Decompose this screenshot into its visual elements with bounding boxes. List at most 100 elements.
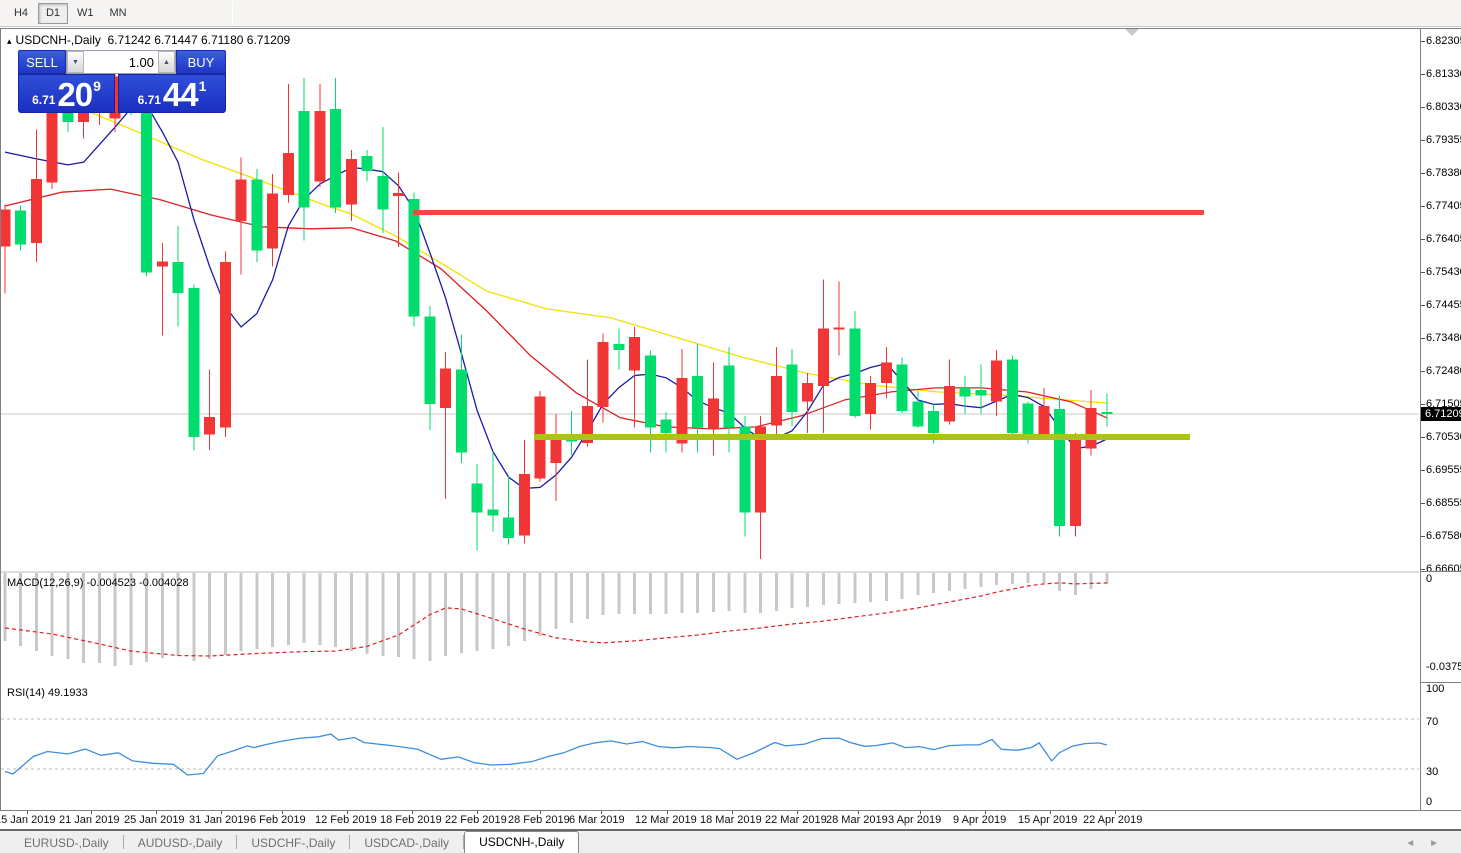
candle[interactable] bbox=[707, 398, 719, 430]
candle[interactable] bbox=[46, 98, 58, 183]
candle[interactable] bbox=[330, 109, 342, 208]
candle[interactable] bbox=[298, 111, 310, 208]
candle[interactable] bbox=[408, 199, 420, 317]
candle[interactable] bbox=[30, 179, 42, 243]
candle[interactable] bbox=[802, 383, 814, 402]
candle[interactable] bbox=[550, 434, 562, 463]
macd-indicator-canvas[interactable] bbox=[1, 571, 1420, 682]
date-axis-tick bbox=[221, 811, 222, 814]
candle[interactable] bbox=[267, 193, 279, 249]
candle[interactable] bbox=[487, 509, 499, 516]
price-chart-canvas[interactable] bbox=[1, 29, 1420, 571]
candle[interactable] bbox=[1006, 359, 1018, 433]
candle[interactable] bbox=[424, 316, 436, 405]
candle[interactable] bbox=[282, 152, 294, 196]
candle[interactable] bbox=[455, 369, 467, 453]
candle[interactable] bbox=[833, 327, 845, 330]
symbol-tab-usdchf[interactable]: USDCHF-,Daily bbox=[251, 836, 336, 850]
candle[interactable] bbox=[188, 288, 200, 437]
candle[interactable] bbox=[770, 375, 782, 426]
symbol-tab-eurusd[interactable]: EURUSD-,Daily bbox=[24, 836, 109, 850]
price-axis[interactable]: 6.71209 6.82305 6.81330 6.80330 6.79355 6.78… bbox=[1420, 29, 1461, 575]
tab-scroll-arrows[interactable]: ◄► bbox=[1405, 838, 1453, 849]
timeframe-button-mn[interactable]: MN bbox=[109, 7, 127, 19]
candle[interactable] bbox=[739, 426, 751, 513]
candle[interactable] bbox=[15, 210, 27, 245]
candle[interactable] bbox=[109, 76, 121, 119]
candle[interactable] bbox=[660, 419, 672, 433]
volume-increase-button[interactable]: ▲ bbox=[158, 51, 175, 73]
candle[interactable] bbox=[849, 328, 861, 417]
chart-window[interactable]: ▴ USDCNH-,Daily 6.71242 6.71447 6.71180 6… bbox=[0, 28, 1461, 811]
candle[interactable] bbox=[613, 343, 625, 351]
candle[interactable] bbox=[156, 261, 168, 267]
candle[interactable] bbox=[865, 383, 877, 415]
price-axis-tick bbox=[1421, 536, 1425, 537]
candle[interactable] bbox=[377, 176, 389, 210]
candle[interactable] bbox=[1022, 403, 1034, 437]
candle[interactable] bbox=[345, 158, 357, 205]
symbol-tab-usdcad[interactable]: USDCAD-,Daily bbox=[364, 836, 450, 850]
chart-title: ▴ USDCNH-,Daily 6.71242 6.71447 6.71180 6… bbox=[7, 33, 290, 47]
candle[interactable] bbox=[1085, 408, 1097, 449]
candle[interactable] bbox=[141, 106, 153, 273]
candle[interactable] bbox=[975, 390, 987, 396]
candle[interactable] bbox=[723, 365, 735, 428]
volume-value[interactable]: 1.00 bbox=[128, 55, 154, 70]
candle[interactable] bbox=[1038, 406, 1050, 437]
candle[interactable] bbox=[503, 517, 515, 539]
candle[interactable] bbox=[1054, 409, 1066, 527]
candle[interactable] bbox=[1101, 412, 1113, 415]
timeframe-button-h4[interactable]: H4 bbox=[13, 7, 29, 19]
candle[interactable] bbox=[896, 364, 908, 412]
candle[interactable] bbox=[959, 388, 971, 397]
timeframe-button-w1[interactable]: W1 bbox=[77, 7, 94, 19]
candle[interactable] bbox=[1069, 440, 1081, 527]
candle[interactable] bbox=[629, 337, 641, 371]
candle[interactable] bbox=[219, 262, 231, 428]
volume-decrease-button[interactable]: ▼ bbox=[67, 51, 84, 73]
timeframe-button-d1[interactable]: D1 bbox=[38, 2, 68, 24]
candle[interactable] bbox=[314, 111, 326, 182]
candle[interactable] bbox=[755, 426, 767, 513]
date-axis-tick bbox=[347, 811, 348, 814]
candle[interactable] bbox=[991, 360, 1003, 402]
candle[interactable] bbox=[440, 368, 452, 409]
candle[interactable] bbox=[676, 378, 688, 444]
candle[interactable] bbox=[471, 483, 483, 513]
candle[interactable] bbox=[78, 105, 90, 122]
candle[interactable] bbox=[204, 417, 216, 435]
date-axis[interactable]: 15 Jan 2019 21 Jan 2019 25 Jan 2019 31 Jan … bbox=[0, 810, 1461, 829]
candle[interactable] bbox=[518, 473, 530, 536]
candle[interactable] bbox=[928, 411, 940, 433]
rsi-axis[interactable]: 100 70 30 0 bbox=[1420, 682, 1461, 811]
symbol-tab-usdcnh[interactable]: USDCNH-,Daily bbox=[464, 831, 580, 853]
buy-button[interactable]: BUY bbox=[176, 50, 226, 74]
rsi-indicator-canvas[interactable] bbox=[1, 682, 1420, 811]
candle[interactable] bbox=[943, 386, 955, 422]
tab-scroll-left-icon[interactable]: ◄ bbox=[1405, 838, 1430, 849]
candle[interactable] bbox=[581, 406, 593, 444]
chart-shift-marker-icon[interactable] bbox=[1125, 29, 1139, 36]
sell-price-button[interactable]: 6.71 20 9 bbox=[18, 74, 115, 113]
macd-axis[interactable]: 0 -0.037529 bbox=[1420, 571, 1461, 682]
symbol-tab-audusd[interactable]: AUDUSD-,Daily bbox=[137, 836, 223, 850]
collapse-arrow-icon[interactable]: ▴ bbox=[7, 36, 12, 46]
candle[interactable] bbox=[235, 179, 247, 221]
candle[interactable] bbox=[251, 179, 263, 251]
sell-button[interactable]: SELL bbox=[18, 50, 66, 74]
buy-price-button[interactable]: 6.71 44 1 bbox=[118, 74, 226, 113]
candle[interactable] bbox=[880, 362, 892, 384]
candle[interactable] bbox=[1, 209, 11, 247]
candle[interactable] bbox=[597, 341, 609, 408]
candle[interactable] bbox=[361, 156, 373, 171]
tab-separator bbox=[236, 835, 238, 849]
candle[interactable] bbox=[644, 355, 656, 428]
candle[interactable] bbox=[393, 192, 404, 197]
candle[interactable] bbox=[817, 328, 829, 387]
tab-scroll-right-icon[interactable]: ► bbox=[1429, 838, 1453, 849]
candle[interactable] bbox=[912, 401, 924, 427]
candle[interactable] bbox=[172, 262, 184, 294]
candle[interactable] bbox=[786, 364, 798, 413]
candle[interactable] bbox=[692, 375, 704, 428]
